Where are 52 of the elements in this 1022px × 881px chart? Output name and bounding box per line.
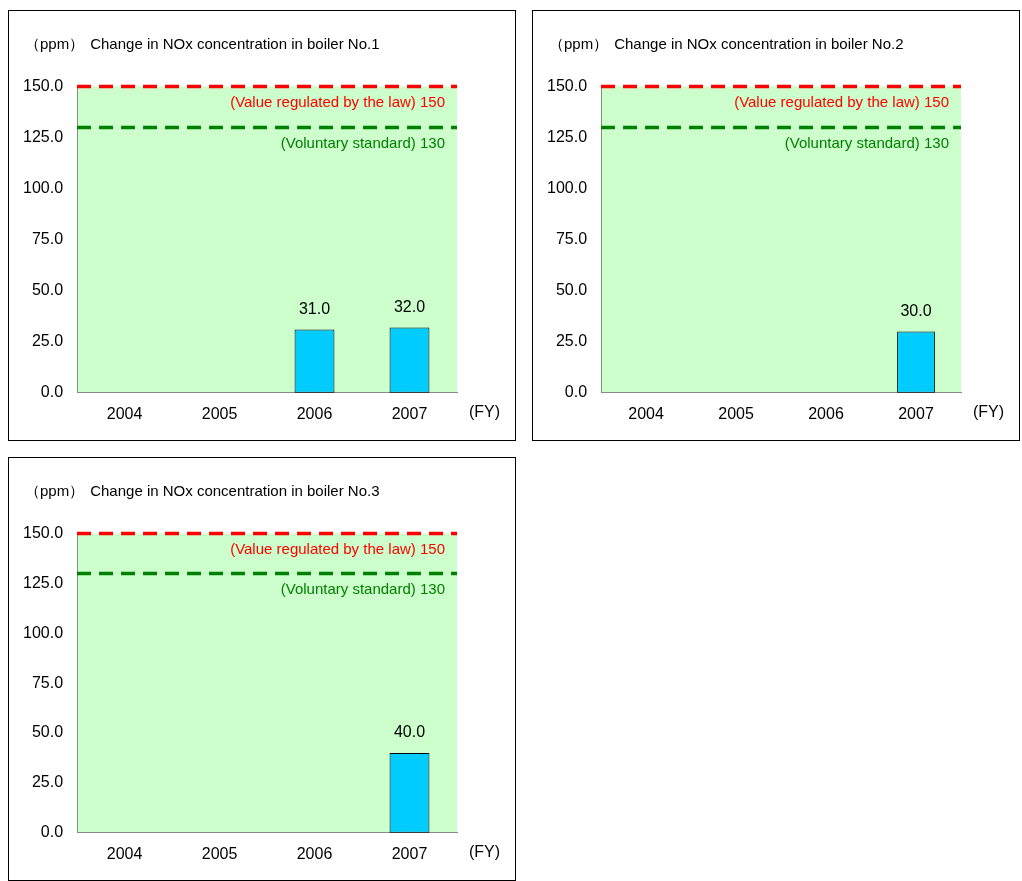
y-tick-label: 50.0 (31, 723, 64, 741)
ref-line-label: (Value regulated by the law) 150 (230, 540, 445, 558)
ref-line-label: (Voluntary standard) 130 (280, 134, 445, 152)
chart-title: Change in NOx concentration in boiler No.1 (90, 35, 380, 52)
y-tick-label: 75.0 (555, 230, 588, 248)
data-label: 30.0 (900, 301, 932, 319)
x-tick-label: 2007 (391, 404, 428, 422)
x-tick-label: 2004 (106, 844, 143, 862)
x-tick-label: 2007 (391, 844, 428, 862)
x-axis-title: (FY) (973, 403, 1005, 421)
y-tick-label: 0.0 (40, 823, 64, 841)
y-tick-label: 50.0 (555, 281, 588, 299)
y-tick-label: 150.0 (546, 77, 588, 95)
y-tick-label: 75.0 (31, 673, 64, 691)
y-tick-label: 100.0 (22, 179, 64, 197)
chart-title: Change in NOx concentration in boiler No.2 (614, 35, 904, 52)
x-axis-title: (FY) (469, 403, 501, 421)
ref-line-label: (Value regulated by the law) 150 (734, 93, 949, 111)
y-axis-title: （ppm） (25, 35, 85, 52)
x-axis-title: (FY) (469, 843, 501, 861)
chart-title: Change in NOx concentration in boiler No.3 (90, 482, 380, 499)
x-tick-label: 2004 (106, 404, 143, 422)
ref-line-label: (Value regulated by the law) 150 (230, 93, 445, 111)
y-tick-label: 125.0 (546, 128, 588, 146)
y-tick-label: 100.0 (546, 179, 588, 197)
y-tick-label: 0.0 (564, 383, 588, 401)
y-tick-label: 0.0 (40, 383, 64, 401)
data-label: 31.0 (298, 299, 331, 317)
y-axis-title: （ppm） (549, 35, 609, 52)
x-tick-label: 2005 (201, 844, 238, 862)
ref-line-label: (Voluntary standard) 130 (280, 580, 445, 598)
y-tick-label: 25.0 (555, 332, 588, 350)
y-tick-label: 75.0 (31, 230, 64, 248)
data-label: 32.0 (393, 297, 426, 315)
x-tick-label: 2005 (718, 404, 754, 422)
y-tick-label: 25.0 (31, 773, 64, 791)
y-tick-label: 125.0 (22, 128, 64, 146)
x-tick-label: 2006 (296, 844, 333, 862)
y-tick-label: 50.0 (31, 281, 64, 299)
ref-line-label: (Voluntary standard) 130 (784, 134, 949, 152)
x-tick-label: 2005 (201, 404, 238, 422)
y-tick-label: 150.0 (22, 524, 64, 542)
x-tick-label: 2004 (628, 404, 664, 422)
y-axis-title: （ppm） (25, 482, 85, 499)
y-tick-label: 150.0 (22, 77, 64, 95)
y-tick-label: 125.0 (22, 573, 64, 591)
y-tick-label: 100.0 (22, 623, 64, 641)
data-label: 40.0 (393, 723, 426, 741)
y-tick-label: 25.0 (31, 332, 64, 350)
x-tick-label: 2006 (808, 404, 844, 422)
x-tick-label: 2006 (296, 404, 333, 422)
x-tick-label: 2007 (898, 404, 934, 422)
